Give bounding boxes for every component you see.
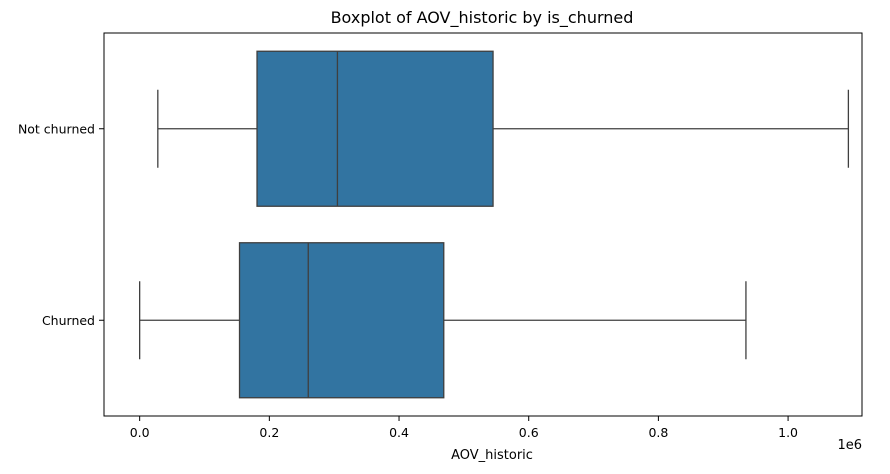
x-tick-label: 0.8	[648, 425, 668, 440]
x-scale-offset-label: 1e6	[837, 438, 862, 453]
box-not-churned	[256, 50, 494, 207]
box-group-not-churned	[157, 50, 850, 207]
chart-title: Boxplot of AOV_historic by is_churned	[331, 8, 634, 28]
y-tick-label: Churned	[42, 313, 95, 328]
x-tick-label: 0.2	[259, 425, 279, 440]
x-tick-label: 0.4	[389, 425, 409, 440]
axes-layer: 0.0 0.2 0.4 0.6 0.8 1.0 Not churned Churned	[18, 32, 863, 440]
x-axis-label: AOV_historic	[451, 448, 533, 463]
boxes-layer	[139, 50, 850, 399]
box-group-churned	[139, 242, 747, 399]
x-tick-label: 1.0	[778, 425, 798, 440]
y-tick-label: Not churned	[18, 121, 95, 136]
box-churned	[238, 242, 445, 399]
x-tick-label: 0.6	[519, 425, 539, 440]
x-tick-label: 0.0	[130, 425, 150, 440]
plot-frame	[103, 32, 863, 417]
